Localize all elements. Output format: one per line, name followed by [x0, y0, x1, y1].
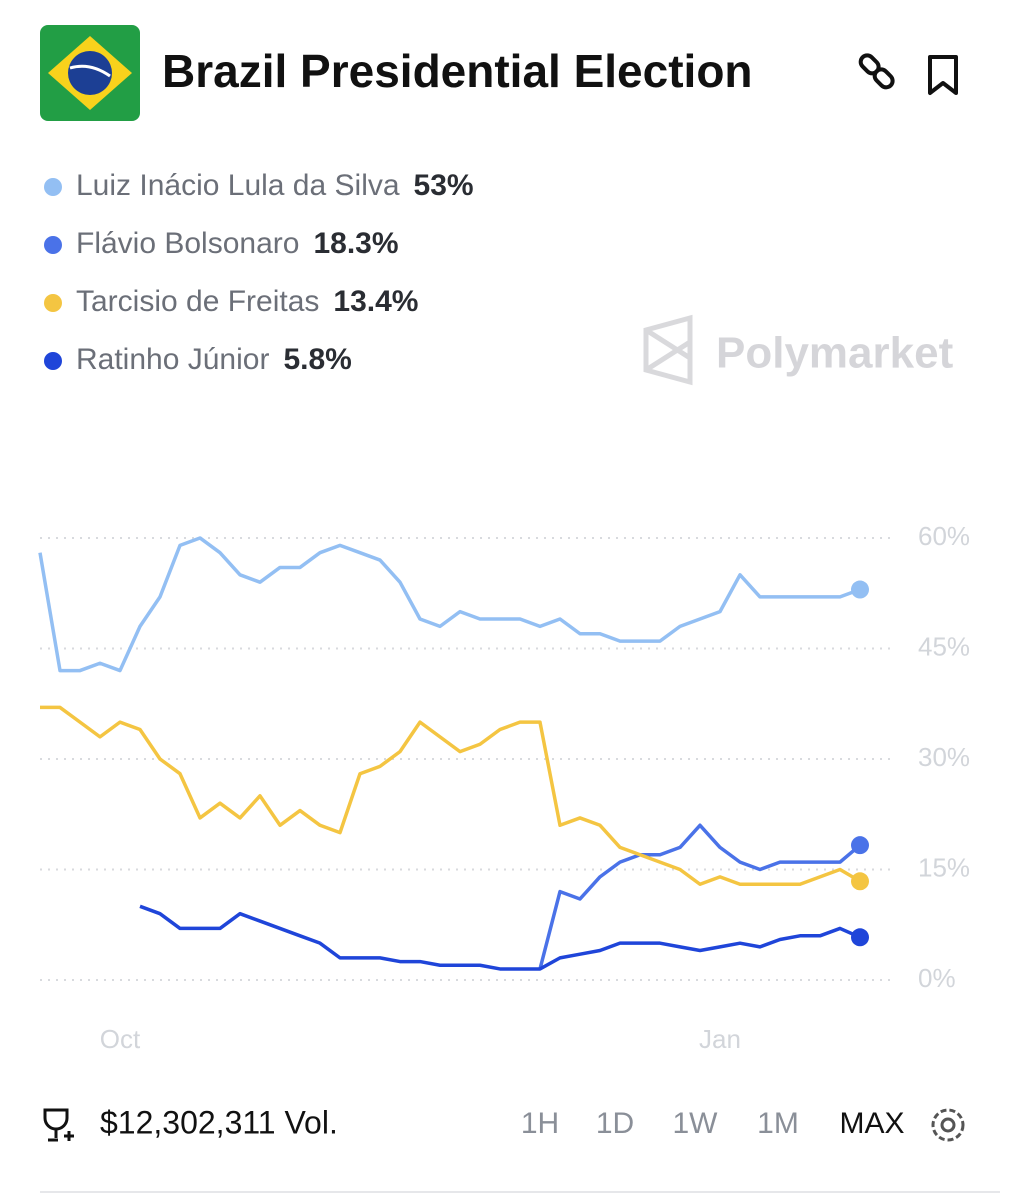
- range-button[interactable]: 1D: [596, 1107, 634, 1140]
- line-series: [538, 823, 862, 970]
- range-button[interactable]: 1W: [673, 1107, 719, 1140]
- legend-dot: [44, 294, 62, 312]
- watermark-text: Polymarket: [716, 329, 954, 378]
- legend-name: Tarcisio de Freitas: [76, 285, 319, 318]
- x-tick-label: Jan: [699, 1024, 741, 1054]
- legend-dot: [44, 236, 62, 254]
- legend-value: 5.8%: [283, 343, 351, 376]
- bookmark-icon[interactable]: [928, 55, 958, 95]
- range-button[interactable]: 1M: [757, 1107, 799, 1140]
- line-series: [38, 536, 861, 673]
- range-button[interactable]: MAX: [839, 1107, 904, 1140]
- legend-value: 13.4%: [333, 285, 418, 318]
- title: Brazil Presidential Election: [162, 45, 753, 97]
- legend-name: Luiz Inácio Lula da Silva: [76, 169, 400, 202]
- line-series: [139, 904, 861, 971]
- legend-name: Ratinho Júnior: [76, 343, 269, 376]
- range-button[interactable]: 1H: [521, 1107, 559, 1140]
- y-tick-label: 60%: [918, 521, 970, 551]
- end-dot: [851, 580, 869, 599]
- y-tick-label: 0%: [918, 963, 956, 993]
- range-buttons: 1H 1D 1W 1M MAX: [521, 1107, 905, 1140]
- legend-dot: [44, 178, 62, 196]
- watermark: Polymarket: [643, 314, 954, 386]
- x-tick-label: Oct: [100, 1024, 141, 1054]
- legend-value: 18.3%: [313, 227, 398, 260]
- flag: [40, 25, 140, 121]
- legend-name: Flávio Bolsonaro: [76, 227, 299, 260]
- link-icon[interactable]: [858, 53, 895, 90]
- line-series: [40, 705, 861, 886]
- y-tick-label: 15%: [918, 852, 970, 882]
- trophy-icon: [43, 1108, 74, 1142]
- y-tick-label: 30%: [918, 742, 970, 772]
- end-dot: [851, 928, 869, 947]
- legend-dot: [44, 352, 62, 370]
- legend-value: 53%: [414, 169, 474, 202]
- plot: 0% 15% 30% 45% 60% Oct Jan: [38, 521, 970, 1054]
- y-tick-label: 45%: [918, 631, 970, 661]
- volume: $12,302,311 Vol.: [100, 1104, 338, 1140]
- end-dot: [851, 836, 869, 855]
- settings-icon[interactable]: [931, 1108, 965, 1142]
- end-dot: [851, 872, 869, 891]
